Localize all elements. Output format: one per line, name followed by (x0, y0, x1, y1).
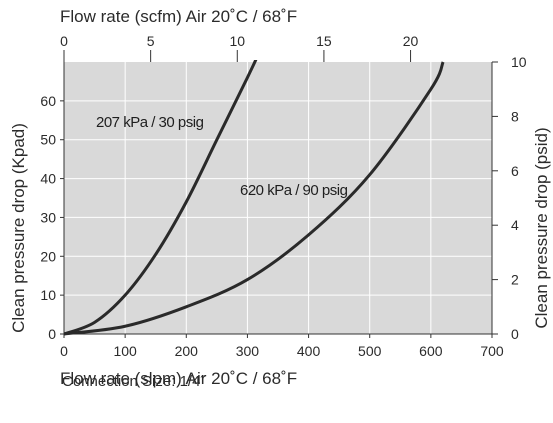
top-tick-label: 20 (403, 33, 419, 49)
x-tick-label: 500 (358, 343, 382, 359)
x-axis-title: Flow rate (slpm) Air 20˚C / 68˚F (60, 369, 297, 388)
series-label-2: 620 kPa / 90 psig (240, 182, 348, 199)
y-axis-right-title: Clean pressure drop (psid) (532, 127, 551, 328)
x-tick-label: 100 (113, 343, 137, 359)
x-tick-label: 200 (175, 343, 199, 359)
top-tick-label: 0 (60, 33, 68, 49)
series-label-1: 207 kPa / 30 psig (96, 114, 204, 131)
y-right-tick-label: 4 (511, 217, 519, 233)
connection-size-note: Connection Size: 1/4˝ (62, 373, 205, 390)
y-right-tick-label: 6 (511, 163, 519, 179)
series-layer (64, 60, 445, 336)
top-tick-label: 15 (316, 33, 332, 49)
x-tick-label: 600 (419, 343, 443, 359)
y-right-tick-label: 10 (511, 54, 527, 70)
x-tick-label: 0 (60, 343, 68, 359)
y-right-tick-label: 8 (511, 108, 519, 124)
grid (64, 62, 492, 334)
y-left-tick-label: 40 (40, 171, 56, 187)
series-line-2 (64, 61, 445, 336)
x-tick-label: 300 (236, 343, 260, 359)
top-tick-label: 10 (229, 33, 245, 49)
x-tick-label: 400 (297, 343, 321, 359)
y-axis-left-title: Clean pressure drop (Kpad) (9, 123, 28, 333)
y-right-tick-label: 2 (511, 272, 519, 288)
y-left-tick-label: 0 (48, 326, 56, 342)
series-line-1 (64, 60, 258, 336)
y-right-tick-label: 0 (511, 326, 519, 342)
y-left-tick-label: 30 (40, 209, 56, 225)
x-tick-label: 700 (480, 343, 504, 359)
top-tick-label: 5 (147, 33, 155, 49)
connection-size-value: 1/4˝ (179, 373, 206, 390)
y-left-tick-label: 60 (40, 93, 56, 109)
connection-size-label: Connection Size: (62, 373, 180, 390)
y-left-tick-label: 50 (40, 132, 56, 148)
top-axis-title: Flow rate (scfm) Air 20˚C / 68˚F (60, 7, 297, 26)
axes (60, 50, 498, 338)
y-left-tick-label: 20 (40, 248, 56, 264)
y-left-tick-label: 10 (40, 287, 56, 303)
labels-layer: 0 100 200 300 400 500 600 700010203040506002468… (9, 7, 551, 388)
